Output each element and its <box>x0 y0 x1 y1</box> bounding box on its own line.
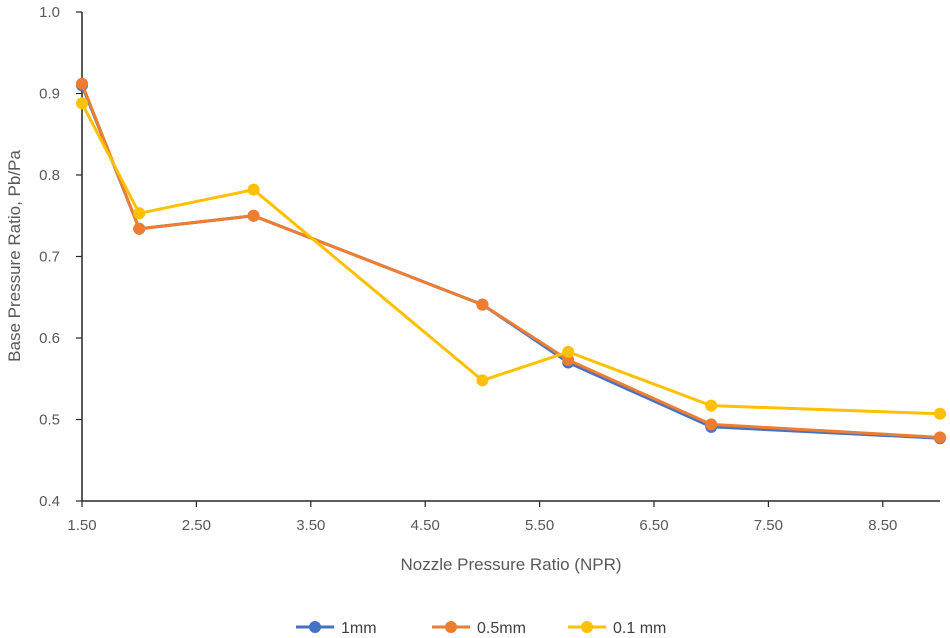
series-line-1mm <box>80 84 941 440</box>
y-tick-label: 0.5 <box>39 412 60 429</box>
series-line-0.1mm <box>80 102 941 416</box>
series-layer <box>76 77 946 445</box>
data-point-0.5mm <box>705 418 718 431</box>
data-point-0.1mm <box>133 207 146 220</box>
legend-swatch-marker <box>581 621 593 633</box>
y-tick-label: 1.0 <box>39 4 60 21</box>
data-point-0.5mm <box>476 298 489 311</box>
x-tick-label: 4.50 <box>411 517 440 534</box>
y-tick-label: 0.6 <box>39 330 60 347</box>
x-tick-label: 5.50 <box>525 517 554 534</box>
data-point-0.1mm <box>476 374 489 387</box>
series-0.5mm <box>76 77 946 444</box>
y-tick-labels: 0.4 0.5 0.6 0.7 0.8 0.9 1.0 <box>39 4 82 510</box>
series-line-0.5mm <box>80 83 941 439</box>
legend-label: 1mm <box>341 620 377 637</box>
x-tick-label: 3.50 <box>296 517 325 534</box>
series-0.1mm <box>76 97 946 420</box>
y-tick-label: 0.7 <box>39 249 60 266</box>
x-tick-label: 1.50 <box>67 517 96 534</box>
legend-item-1mm: 1mm <box>296 620 377 637</box>
y-tick-label: 0.9 <box>39 86 60 103</box>
legend-item-0.5mm: 0.5mm <box>432 620 526 637</box>
data-point-0.5mm <box>247 209 260 222</box>
data-point-0.1mm <box>76 97 88 110</box>
data-point-0.5mm <box>934 431 946 444</box>
x-axis-title: Nozzle Pressure Ratio (NPR) <box>400 555 621 574</box>
series-1mm <box>76 79 946 445</box>
y-tick-label: 0.8 <box>39 167 60 184</box>
axes <box>81 12 940 502</box>
legend-swatch-marker <box>445 621 457 633</box>
y-axis-title: Base Pressure Ratio, Pb/Pa <box>5 150 24 362</box>
x-tick-label: 7.50 <box>754 517 783 534</box>
legend-swatch-marker <box>309 621 321 633</box>
x-tick-label: 8.50 <box>868 517 897 534</box>
x-tick-label: 6.50 <box>639 517 668 534</box>
legend-label: 0.5mm <box>477 620 526 637</box>
data-point-0.5mm <box>76 77 88 90</box>
legend-item-0.1mm: 0.1 mm <box>568 620 666 637</box>
data-point-0.1mm <box>934 407 946 420</box>
legend-label: 0.1 mm <box>613 620 666 637</box>
legend: 1mm 0.5mm 0.1 mm <box>296 620 666 637</box>
data-point-0.1mm <box>247 183 260 196</box>
y-tick-label: 0.4 <box>39 493 60 510</box>
x-tick-label: 2.50 <box>182 517 211 534</box>
data-point-0.1mm <box>705 399 718 412</box>
data-point-0.5mm <box>133 222 146 235</box>
data-point-0.1mm <box>562 345 575 358</box>
x-tick-labels: 1.50 2.50 3.50 4.50 5.50 6.50 7.50 8.50 <box>67 501 897 534</box>
